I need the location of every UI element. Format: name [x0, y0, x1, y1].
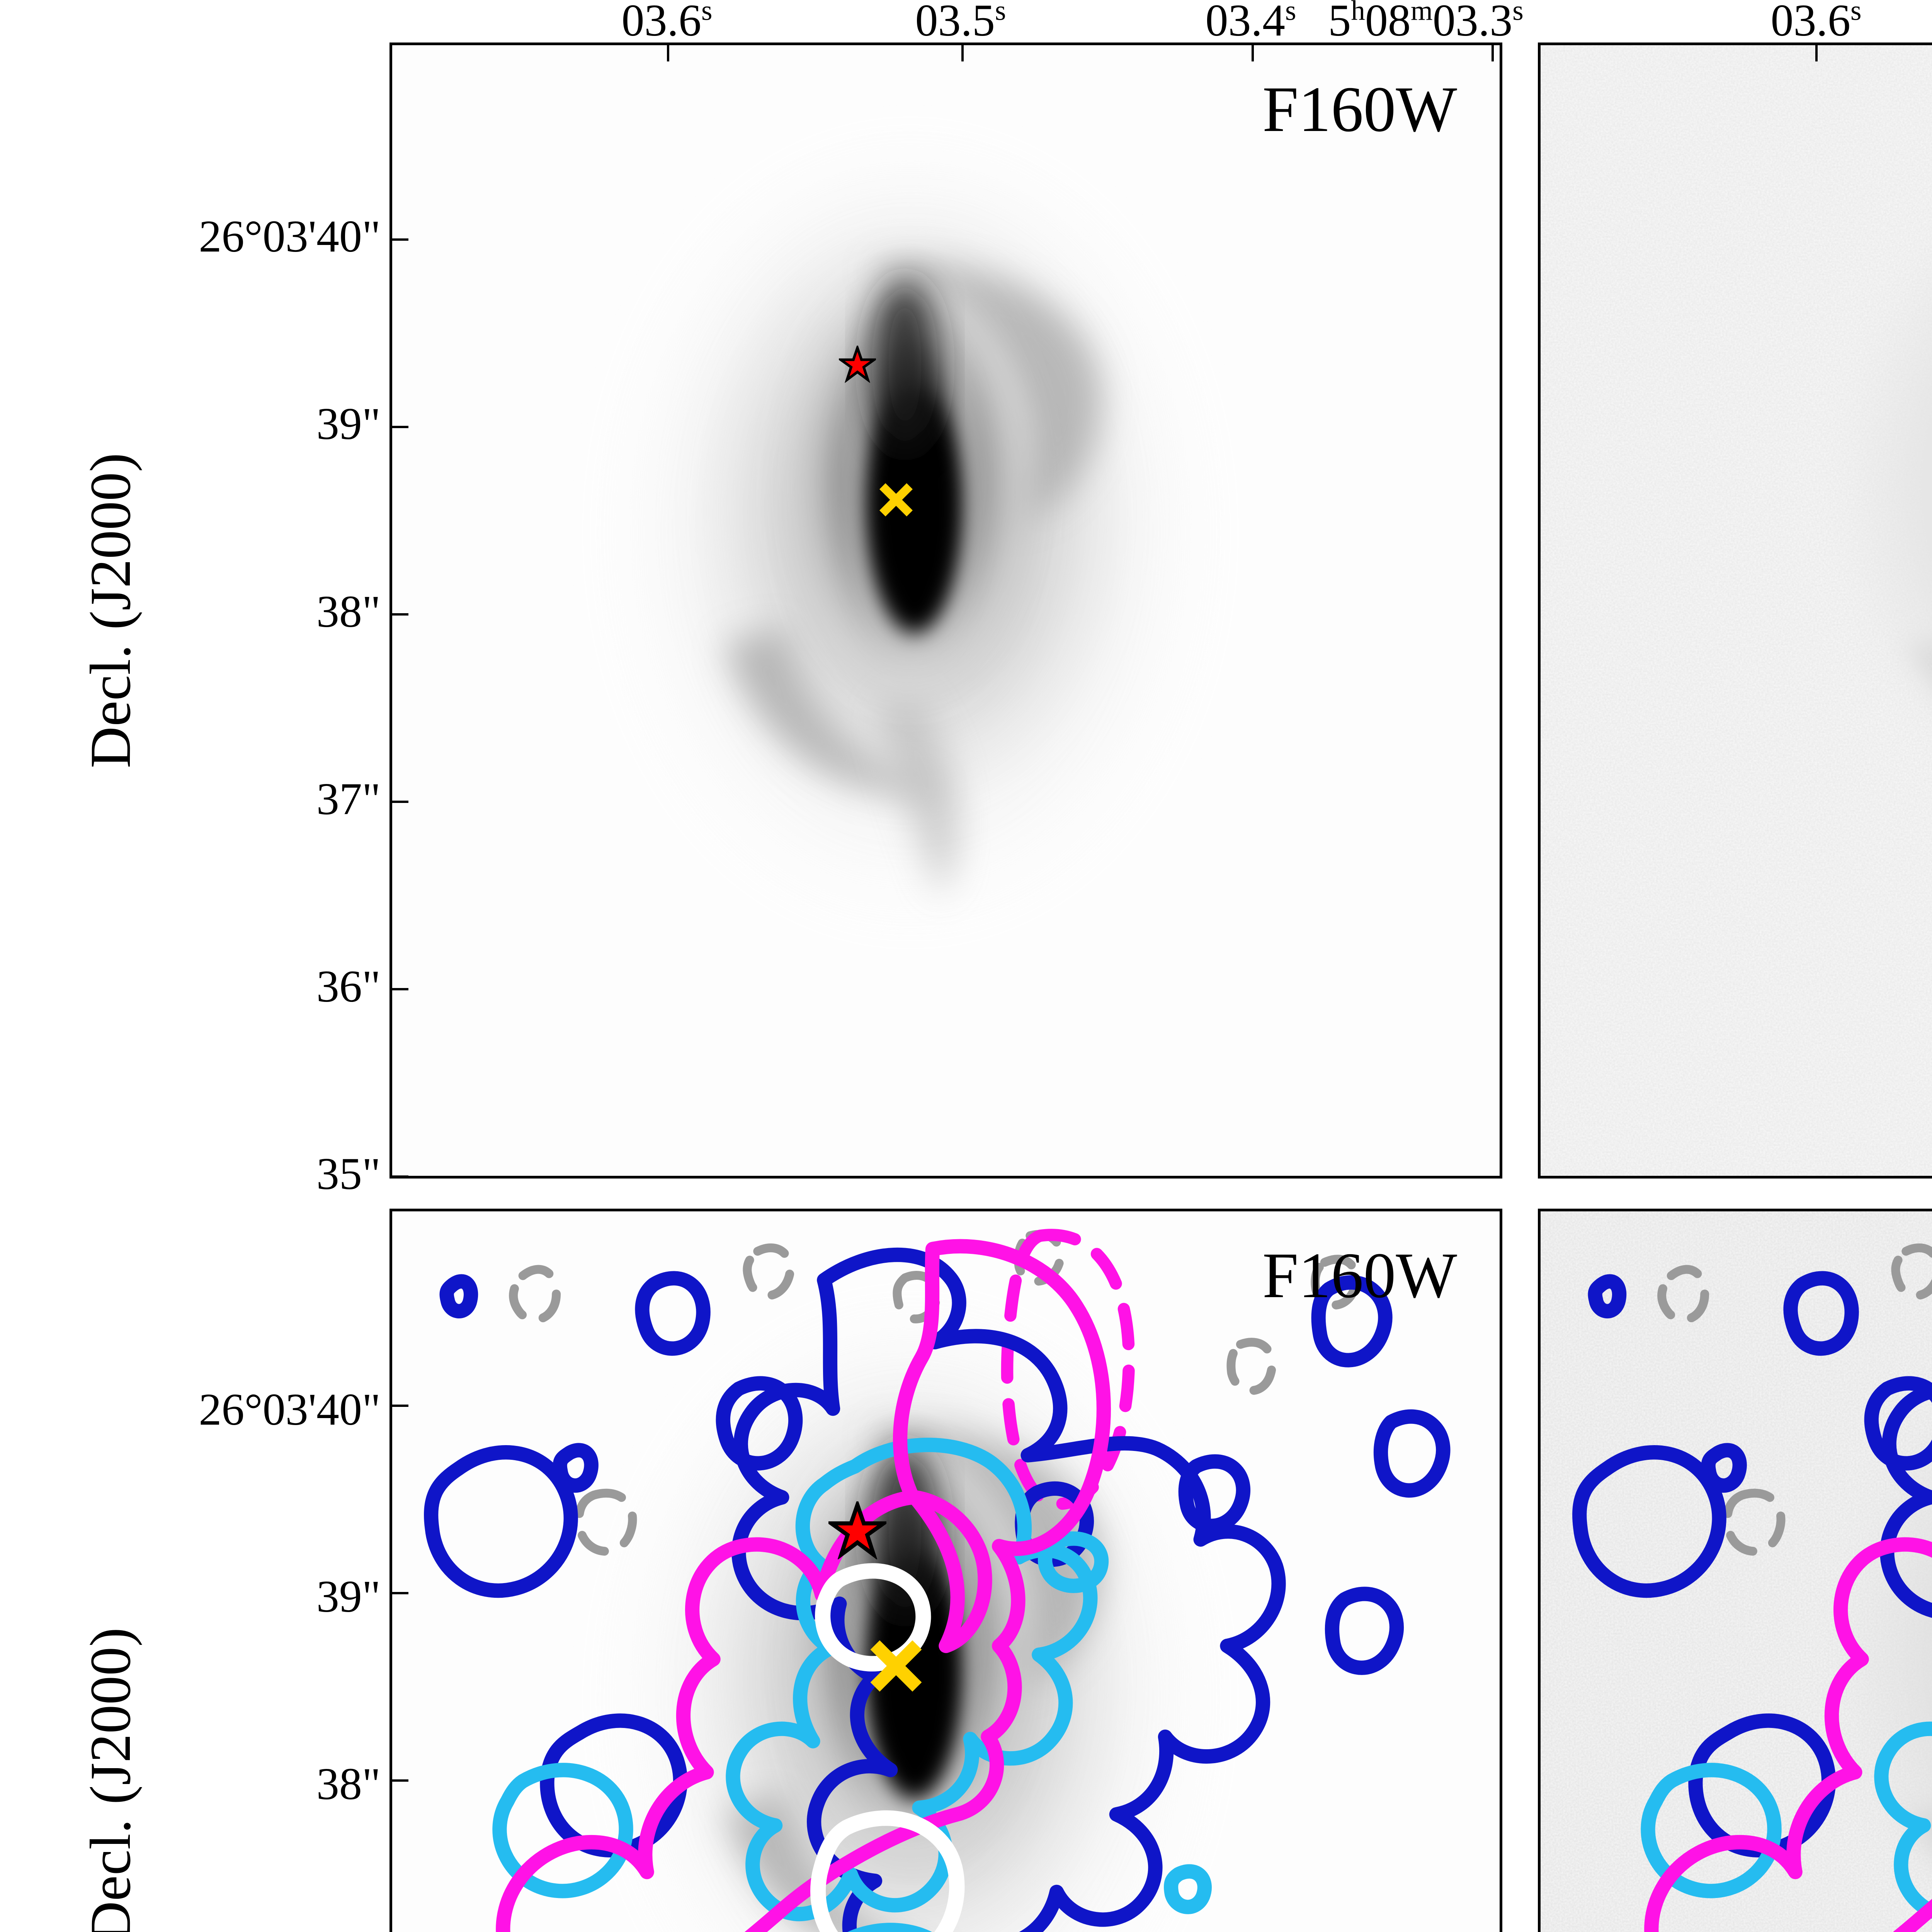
- f160w-sky-image-top: [392, 45, 1500, 1176]
- panel-bottom-right[interactable]: F475X Host Center EVN FRB: [1538, 1209, 1932, 1932]
- radio-contours-bottom-left: [424, 1229, 1451, 1932]
- panel-top-right[interactable]: F475X: [1538, 43, 1932, 1179]
- cross-x-marker: [879, 483, 913, 517]
- dec-tick-left-top-0: 26°03'40": [199, 211, 381, 262]
- evn-frb-marker-top-left: [837, 344, 878, 385]
- tickmark: [1492, 45, 1494, 61]
- dec-tick-left-top-1: 39": [316, 398, 381, 449]
- panel-bottom-left-image: [392, 1211, 1500, 1932]
- ra-tick-top-right-0: 03.6s: [1770, 0, 1862, 46]
- contour-cyan: [492, 1437, 1212, 1932]
- evn-frb-marker-bottom-left: [825, 1498, 890, 1561]
- y-axis-title-top: Decl. (J2000): [78, 452, 143, 769]
- contour-negative-gray: [1657, 1243, 1932, 1556]
- contour-magenta: [1644, 1537, 1932, 1932]
- radio-contours-bottom-right: [1572, 1243, 1932, 1932]
- ra-tick-top-left-3: 5h08m03.3s: [1328, 0, 1524, 46]
- tickmark: [392, 238, 408, 241]
- panel-top-right-image: [1541, 45, 1932, 1176]
- dec-tick-left-top-4: 36": [316, 961, 381, 1012]
- tickmark: [392, 988, 408, 990]
- panel-label-top-left: F160W: [1262, 73, 1457, 145]
- tickmark: [392, 1405, 408, 1407]
- panel-label-bottom-left: F160W: [1262, 1240, 1457, 1311]
- dec-tick-left-bottom-1: 39": [316, 1571, 381, 1622]
- f475x-sky-image-top: [1541, 45, 1932, 1176]
- y-axis-title-bottom: Decl. (J2000): [78, 1627, 143, 1932]
- host-center-marker-bottom-left: [863, 1633, 929, 1701]
- tickmark: [667, 45, 669, 61]
- panel-top-left-image: [392, 45, 1500, 1176]
- ra-tick-top-left-1: 03.5s: [915, 0, 1006, 46]
- dec-tick-left-bottom-2: 38": [316, 1759, 381, 1809]
- dec-tick-left-top-5: 35": [316, 1148, 381, 1199]
- tickmark: [392, 1779, 408, 1782]
- tickmark: [392, 801, 408, 803]
- contour-negative-magenta: [1001, 1229, 1135, 1510]
- tickmark: [1252, 45, 1254, 61]
- panel-bottom-right-image: [1541, 1211, 1932, 1932]
- ra-tick-top-left-0: 03.6s: [621, 0, 713, 46]
- contour-dark-blue: [1572, 1271, 1932, 1857]
- tickmark: [961, 45, 964, 61]
- tickmark: [1815, 45, 1818, 61]
- tickmark: [392, 426, 408, 428]
- contour-cyan: [1641, 1721, 1932, 1919]
- dec-tick-left-bottom-0: 26°03'40": [199, 1384, 381, 1435]
- tickmark: [392, 1592, 408, 1594]
- tickmark: [392, 1175, 408, 1176]
- panel-bottom-left[interactable]: F160W: [389, 1209, 1502, 1932]
- ra-tick-top-left-2: 03.4s: [1205, 0, 1296, 46]
- tickmark: [392, 613, 408, 616]
- panel-top-left[interactable]: F160W: [389, 43, 1502, 1179]
- dec-tick-left-top-3: 37": [316, 774, 381, 824]
- dec-tick-left-top-2: 38": [316, 586, 381, 637]
- star-marker: [837, 344, 878, 383]
- star-marker: [825, 1498, 890, 1560]
- host-center-marker-top-left: [875, 479, 917, 523]
- cross-x-marker: [870, 1640, 922, 1692]
